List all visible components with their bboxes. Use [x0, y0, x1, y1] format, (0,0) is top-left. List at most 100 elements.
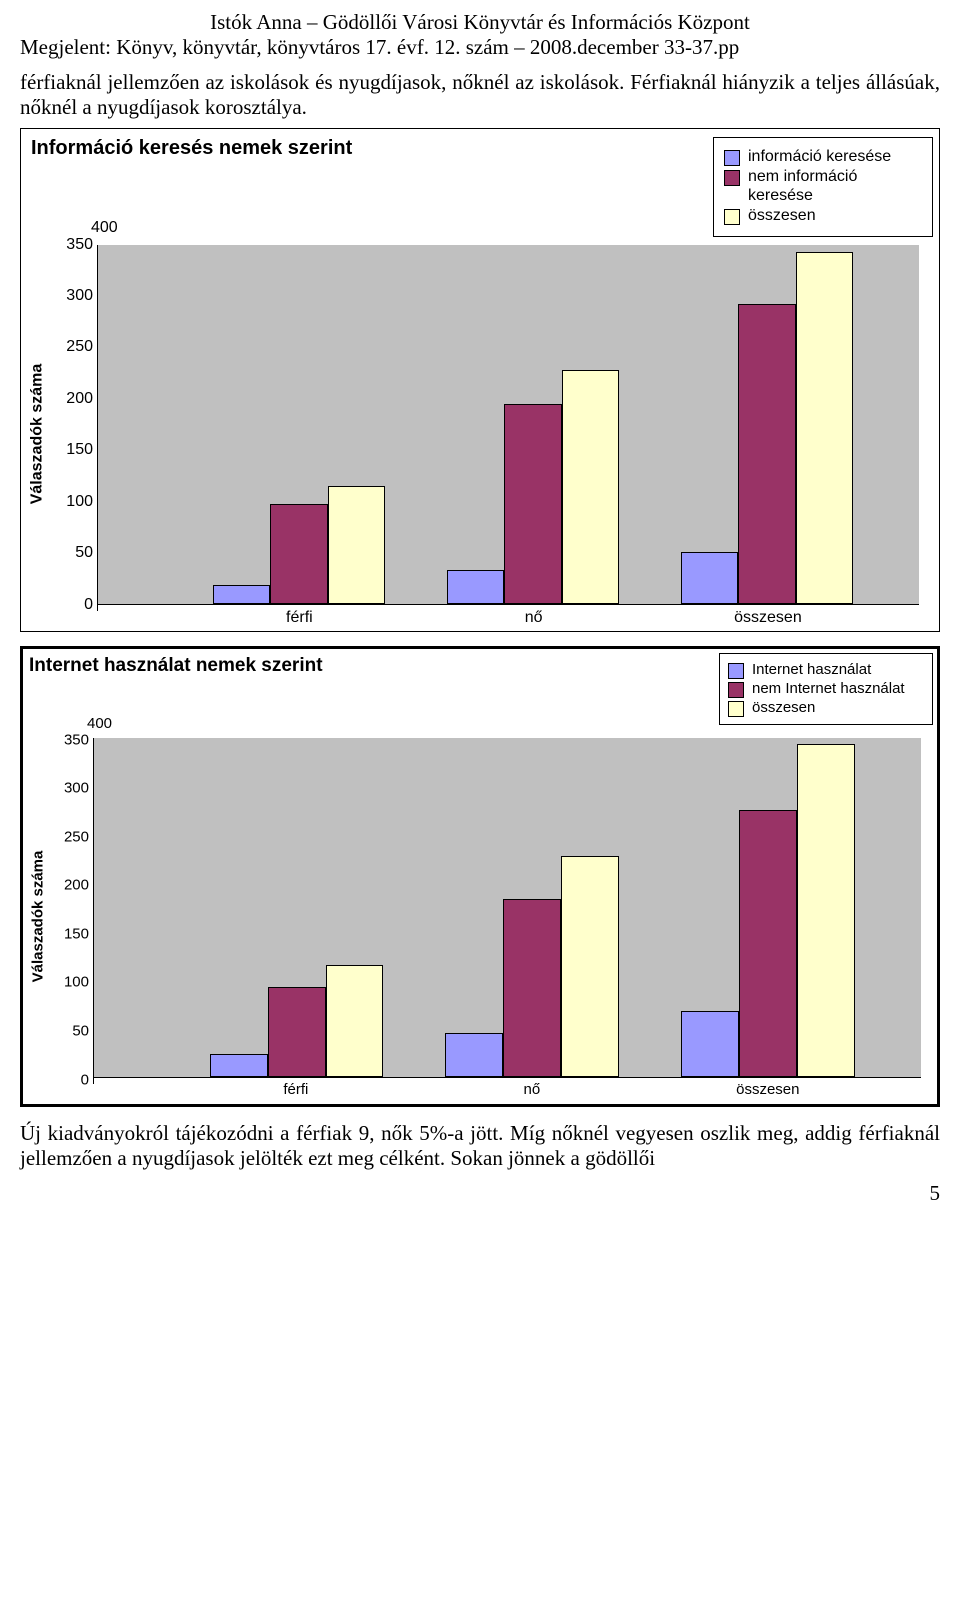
chart2-body: Válaszadók száma 350 300 250 200 150 100 50 0 f…: [23, 732, 937, 1104]
y-tick-label: 300: [66, 287, 93, 305]
chart2-yaxis-label: Válaszadók száma: [30, 851, 47, 983]
bar: [447, 570, 504, 604]
legend-item: Internet használat: [728, 661, 918, 679]
header-line-1: Istók Anna – Gödöllői Városi Könyvtár és…: [20, 10, 940, 35]
chart-info-keres: Információ keresés nemek szerint informá…: [20, 128, 940, 632]
y-tick-label: 50: [75, 544, 93, 562]
x-axis-label: nő: [525, 609, 543, 627]
legend-item: nem Internet használat: [728, 680, 918, 698]
axis-tick: [97, 296, 98, 302]
header-line-2: Megjelent: Könyv, könyvtár, könyvtáros 1…: [20, 35, 940, 60]
chart1-yticks: 350300250200150100500: [53, 237, 97, 605]
axis-tick: [93, 786, 94, 792]
chart-internet: Internet használat nemek szerint Interne…: [20, 646, 940, 1107]
legend-label: összesen: [752, 699, 815, 716]
chart2-plotcol: férfi nő összesen: [93, 732, 921, 1102]
chart2-yaxis: Válaszadók száma: [23, 732, 53, 1102]
legend-swatch: [724, 150, 740, 166]
bar: [562, 370, 619, 604]
legend-swatch: [728, 663, 744, 679]
bar: [326, 965, 384, 1076]
bar: [796, 252, 853, 604]
chart1-plotcol: férfi nő összesen: [97, 237, 919, 631]
y-tick-label: 300: [64, 780, 89, 797]
chart2-plot: [93, 738, 921, 1078]
chart2-xlabels: férfi nő összesen: [93, 1078, 921, 1102]
x-axis-label: nő: [523, 1081, 540, 1098]
chart1-plot: [97, 245, 919, 605]
bar: [268, 987, 326, 1076]
y-tick-label: 50: [72, 1022, 89, 1039]
bar: [213, 585, 270, 603]
legend-swatch: [728, 682, 744, 698]
intro-paragraph: férfiaknál jellemzően az iskolások és ny…: [20, 70, 940, 120]
x-axis-label: összesen: [734, 609, 802, 627]
legend-item: összesen: [724, 207, 914, 225]
axis-tick: [93, 835, 94, 841]
chart1-yaxis: Válaszadók száma: [21, 237, 53, 631]
page-number: 5: [20, 1181, 940, 1206]
legend-item: nem információkeresése: [724, 168, 914, 205]
legend-label: nem információkeresése: [748, 168, 857, 205]
axis-tick: [93, 738, 94, 744]
bar: [328, 486, 385, 604]
legend-label: nem Internet használat: [752, 680, 905, 697]
x-axis-label: összesen: [736, 1081, 799, 1098]
bar: [681, 1011, 739, 1077]
bar: [504, 404, 561, 604]
axis-tick: [97, 450, 98, 456]
chart1-xlabels: férfi nő összesen: [97, 605, 920, 631]
y-tick-label: 200: [66, 390, 93, 408]
bar: [503, 899, 561, 1076]
axis-tick: [97, 553, 98, 559]
bar: [738, 304, 795, 604]
axis-tick: [97, 399, 98, 405]
chart1-body: Válaszadók száma 350 300 250 200 150 100 50 0 f…: [21, 237, 939, 631]
document-page: Istók Anna – Gödöllői Városi Könyvtár és…: [0, 0, 960, 1236]
y-tick-label: 250: [64, 828, 89, 845]
legend-swatch: [724, 209, 740, 225]
chart1-yaxis-label: Válaszadók száma: [28, 363, 46, 504]
legend-item: információ keresése: [724, 148, 914, 166]
bar: [445, 1033, 503, 1077]
y-tick-label: 250: [66, 338, 93, 356]
closing-paragraph: Új kiadványokról tájékozódni a férfiak 9…: [20, 1121, 940, 1171]
chart1-legend: információ keresése nem információkeresés…: [713, 137, 933, 237]
y-tick-label: 100: [66, 493, 93, 511]
y-tick-label: 150: [66, 441, 93, 459]
y-tick-label: 100: [64, 974, 89, 991]
y-tick-label: 0: [84, 596, 93, 614]
legend-swatch: [728, 701, 744, 717]
axis-tick: [93, 883, 94, 889]
axis-tick: [93, 932, 94, 938]
y-tick-label: 200: [64, 877, 89, 894]
legend-label: Internet használat: [752, 661, 871, 678]
chart2-yticks: 350300250200150100500: [53, 732, 93, 1080]
bar: [210, 1054, 268, 1076]
legend-item: összesen: [728, 699, 918, 717]
chart1-top: Információ keresés nemek szerint informá…: [21, 129, 939, 241]
chart2-legend: Internet használat nem Internet használat…: [719, 653, 933, 725]
legend-swatch: [724, 170, 740, 186]
axis-tick: [97, 347, 98, 353]
bar: [739, 810, 797, 1076]
chart2-title: Internet használat nemek szerint: [29, 653, 719, 725]
bar: [797, 744, 855, 1076]
legend-label: információ keresése: [748, 148, 891, 166]
chart2-top: Internet használat nemek szerint Interne…: [23, 649, 937, 729]
y-tick-label: 350: [66, 236, 93, 254]
axis-tick: [97, 502, 98, 508]
x-axis-label: férfi: [286, 609, 313, 627]
x-axis-label: férfi: [283, 1081, 308, 1098]
chart1-title: Információ keresés nemek szerint: [31, 137, 713, 237]
bar: [561, 856, 619, 1077]
y-tick-label: 150: [64, 925, 89, 942]
axis-tick: [93, 980, 94, 986]
bar: [270, 504, 327, 603]
axis-tick: [93, 1029, 94, 1035]
bar: [681, 552, 738, 603]
y-tick-label: 350: [64, 731, 89, 748]
y-tick-label: 0: [81, 1071, 89, 1088]
legend-label: összesen: [748, 207, 816, 225]
chart2-inner: Internet használat nemek szerint Interne…: [23, 649, 937, 1104]
